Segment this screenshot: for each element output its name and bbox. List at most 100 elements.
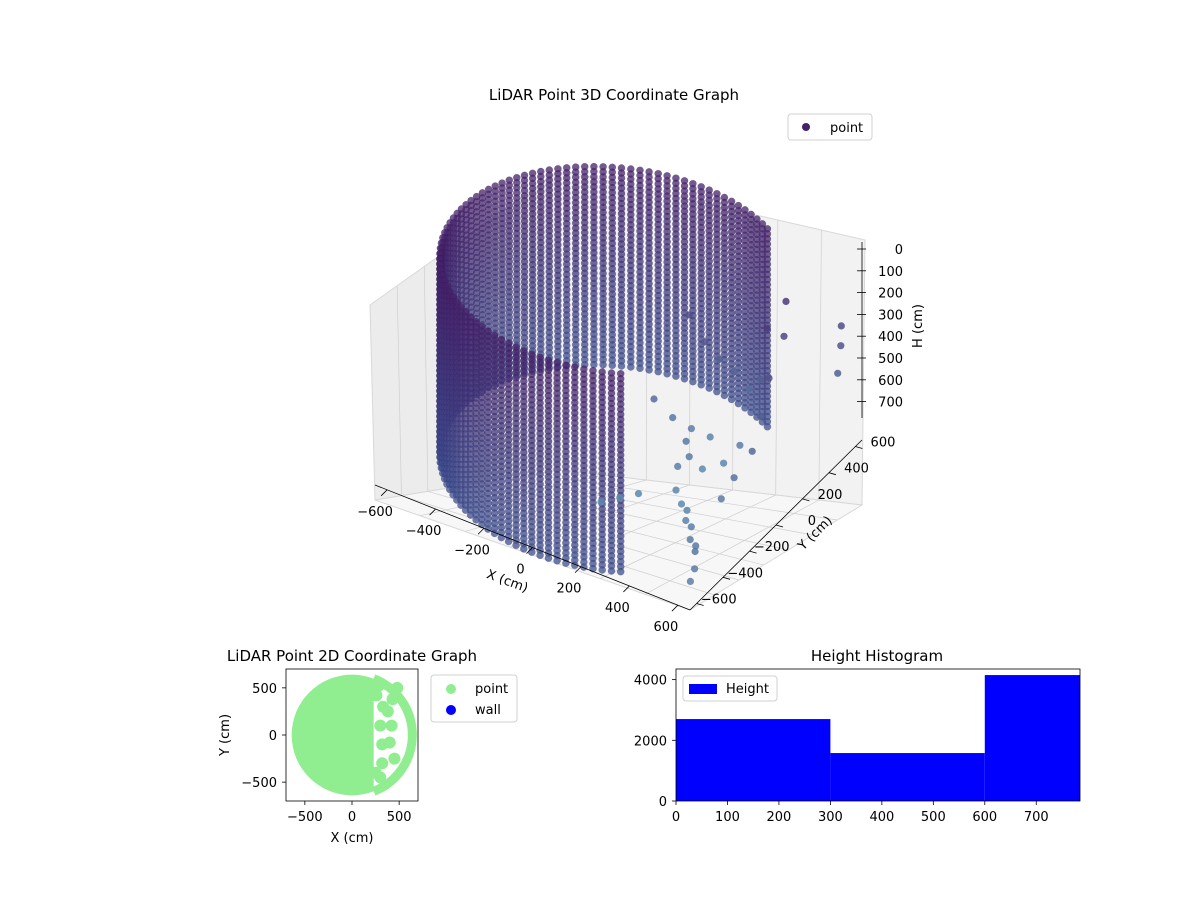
y-tick-label-3d: −600 — [701, 592, 737, 607]
scatter-3d-point — [763, 422, 772, 431]
y-tick-label-2d: 500 — [252, 682, 277, 697]
scatter-3d-point — [689, 377, 697, 386]
scatter-3d-point — [780, 332, 788, 340]
scatter-2d-point — [381, 705, 394, 718]
scatter-2d-point — [370, 689, 383, 702]
scatter-3d-point — [837, 342, 845, 350]
z-tick-label-3d: 700 — [878, 396, 903, 411]
scatter-3d-point — [634, 490, 643, 498]
legend-2d-wall-label: wall — [475, 703, 501, 718]
histogram-bar — [830, 753, 985, 801]
chart-2d: LiDAR Point 2D Coordinate Graph −500 0 500… — [218, 647, 518, 846]
scatter-2d-point — [369, 766, 382, 779]
legend-histogram-swatch — [689, 684, 717, 694]
scatter-3d-point — [599, 360, 607, 369]
scatter-2d-point — [388, 752, 401, 765]
scatter-3d-point — [736, 441, 744, 449]
scatter-3d-point — [717, 495, 725, 503]
scatter-3d-point — [598, 566, 607, 574]
legend-3d-marker — [802, 123, 810, 131]
scatter-3d-point — [686, 536, 694, 544]
scatter-2d-point — [385, 719, 398, 732]
scatter-3d-point — [536, 551, 544, 560]
y-axis-label-2d: Y (cm) — [218, 714, 233, 757]
scatter-3d-point — [677, 500, 686, 508]
histogram-bar — [984, 675, 1080, 801]
scatter-3d-points — [436, 162, 845, 586]
scatter-3d-point — [730, 368, 738, 376]
scatter-3d-point — [686, 577, 695, 586]
scatter-3d-point — [691, 547, 699, 556]
scatter-3d-point — [765, 374, 773, 382]
x-axis-label-2d: X (cm) — [331, 831, 374, 846]
y-tick-label-3d: −200 — [754, 540, 790, 555]
scatter-3d-point — [720, 391, 729, 400]
chart-2d-title: LiDAR Point 2D Coordinate Graph — [227, 647, 477, 665]
scatter-3d-point — [697, 380, 706, 389]
scatter-3d-point — [672, 372, 680, 381]
scatter-3d-point — [682, 516, 690, 525]
scatter-3d-point — [706, 433, 714, 441]
scatter-3d-point — [617, 362, 626, 370]
scatter-3d-point — [763, 324, 771, 332]
scatter-3d-point — [727, 395, 736, 404]
grid-line — [599, 494, 776, 579]
scatter-3d-point — [687, 523, 695, 531]
scatter-3d-point — [756, 375, 765, 383]
z-tick-label-3d: 600 — [878, 374, 903, 389]
scatter-3d-point — [685, 453, 693, 461]
scatter-3d-point — [616, 494, 624, 502]
grid-line — [775, 219, 779, 496]
x-tick-label-hist: 200 — [767, 810, 792, 825]
scatter-3d-point — [512, 541, 520, 550]
scatter-3d-point — [782, 297, 790, 305]
scatter-3d-point — [669, 414, 677, 422]
scatter-3d-point — [698, 465, 707, 473]
scatter-3d-point — [607, 567, 616, 575]
legend-3d-label: point — [830, 121, 863, 136]
scatter-3d-point — [520, 545, 528, 553]
scatter-3d-point — [608, 361, 617, 370]
scatter-2d-point — [383, 736, 396, 749]
scatter-3d-point — [734, 399, 743, 408]
scatter-3d-point — [544, 554, 553, 563]
grid-line — [423, 266, 429, 492]
scatter-3d-point — [680, 374, 689, 383]
grid-line — [818, 229, 822, 501]
x-tick-label-hist: 100 — [715, 810, 740, 825]
scatter-3d-point — [528, 548, 536, 557]
x-tick-label-hist: 700 — [1024, 810, 1049, 825]
histogram-title: Height Histogram — [811, 647, 943, 665]
legend-2d-point-label: point — [475, 682, 508, 697]
x-tick-label-3d: 600 — [653, 620, 678, 635]
x-tick-label-hist: 300 — [818, 810, 843, 825]
legend-3d: point — [787, 113, 873, 141]
x-tick-label-3d: −400 — [406, 524, 442, 539]
scatter-3d-point — [687, 425, 696, 433]
y-tick-label-2d: −500 — [241, 776, 277, 791]
y-tick-label-hist: 2000 — [634, 734, 667, 749]
scatter-3d-point — [674, 462, 682, 470]
z-tick-label-3d: 500 — [878, 352, 903, 367]
z-tick-label-3d: 400 — [878, 330, 903, 345]
scatter-3d-point — [645, 366, 653, 374]
legend-2d-wall-marker — [446, 705, 456, 715]
scatter-3d-point — [720, 459, 728, 467]
scatter-3d-point — [683, 506, 691, 514]
scatter-3d-point — [650, 395, 658, 403]
scatter-3d-point — [636, 364, 644, 373]
scatter-3d-point — [691, 565, 699, 573]
scatter-3d-point — [597, 498, 605, 506]
scatter-3d-point — [682, 437, 690, 445]
scatter-3d-point — [616, 567, 625, 576]
x-tick-label-2d: −500 — [287, 810, 323, 825]
z-tick-label-3d: 100 — [878, 265, 903, 280]
scatter-3d-point — [745, 385, 753, 393]
z-tick-label-3d: 200 — [878, 287, 903, 302]
y-tick-label-3d: −400 — [727, 566, 763, 581]
grid-line — [396, 285, 402, 496]
x-tick-label-hist: 400 — [869, 810, 894, 825]
chart-3d-title: LiDAR Point 3D Coordinate Graph — [489, 86, 739, 104]
x-tick-3d — [671, 604, 679, 612]
